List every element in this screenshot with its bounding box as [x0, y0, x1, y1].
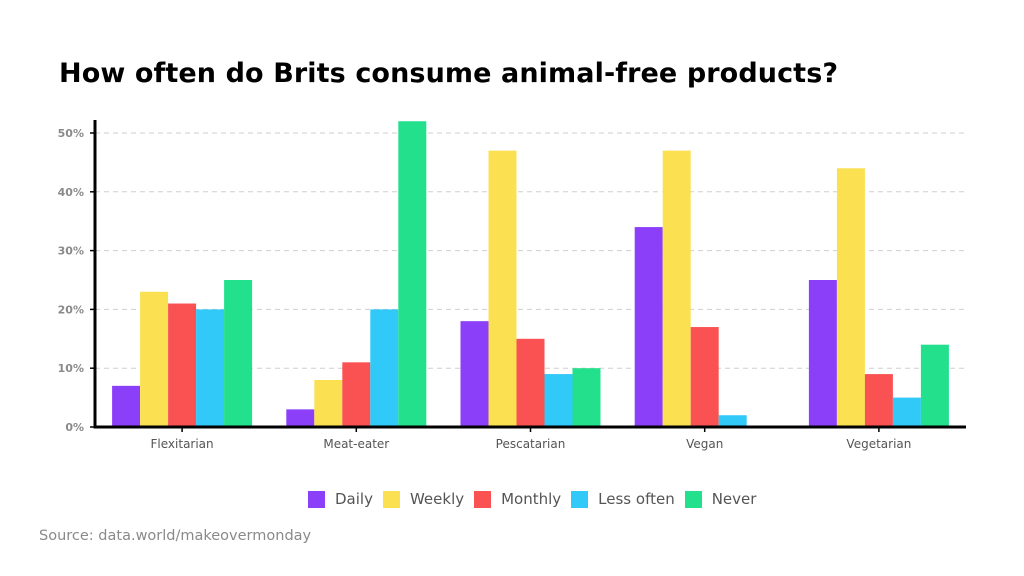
x-axis-category-labels: Flexitarian Meat-eater Pescatarian Vegan Veg… — [151, 437, 912, 451]
legend-swatch — [571, 490, 589, 508]
y-tick-label: 10% — [58, 362, 84, 375]
bar-weekly-meat-eater — [314, 379, 343, 427]
y-tick-label: 20% — [58, 303, 84, 316]
bar-monthly-pescatarian — [516, 338, 545, 427]
bar-never-meat-eater — [398, 121, 427, 428]
bar-less-often-pescatarian — [544, 374, 573, 427]
source-note: Source: data.world/makeovermonday — [39, 528, 312, 544]
bar-weekly-vegan — [662, 150, 691, 427]
x-tick-label: Pescatarian — [496, 437, 566, 451]
bar-chart: 0% 10% 20% 30% 40% 50% Flexitarian Meat-eater P… — [58, 120, 966, 451]
y-axis-tick-labels: 0% 10% 20% 30% 40% 50% — [58, 127, 84, 434]
legend-label: Daily — [335, 490, 373, 508]
bar-weekly-vegetarian — [836, 168, 865, 427]
legend-item-less-often: Less often — [571, 490, 675, 508]
legend-label: Never — [711, 490, 757, 508]
axes — [90, 120, 966, 432]
legend-swatch — [684, 490, 702, 508]
bar-never-flexitarian — [224, 280, 253, 427]
legend-item-weekly: Weekly — [382, 490, 465, 508]
x-tick-label: Flexitarian — [151, 437, 214, 451]
chart-title: How often do Brits consume animal-free p… — [59, 58, 839, 89]
bar-never-vegetarian — [920, 344, 949, 427]
bar-monthly-vegetarian — [864, 374, 893, 427]
legend-swatch — [382, 490, 400, 508]
legend-label: Monthly — [501, 490, 562, 508]
x-tick-label: Vegetarian — [846, 437, 911, 451]
bar-daily-meat-eater — [286, 409, 315, 427]
bar-weekly-pescatarian — [488, 150, 517, 427]
bar-less-often-vegetarian — [892, 397, 921, 427]
bar-daily-pescatarian — [460, 321, 489, 427]
legend-item-never: Never — [684, 490, 757, 508]
bar-monthly-flexitarian — [168, 303, 197, 427]
legend-swatch — [474, 490, 492, 508]
y-tick-label: 0% — [65, 421, 84, 434]
y-tick-label: 30% — [58, 245, 84, 258]
legend-item-monthly: Monthly — [474, 490, 561, 508]
y-tick-label: 40% — [58, 186, 84, 199]
legend-item-daily: Daily — [308, 490, 373, 508]
bar-daily-vegan — [634, 227, 663, 427]
legend-label: Weekly — [409, 490, 465, 508]
y-tick-label: 50% — [58, 127, 84, 140]
bar-less-often-meat-eater — [370, 309, 399, 427]
x-tick-label: Meat-eater — [323, 437, 389, 451]
bar-daily-vegetarian — [808, 280, 837, 427]
bar-less-often-vegan — [718, 415, 747, 427]
bar-weekly-flexitarian — [140, 291, 169, 427]
chart-legend: Daily Weekly Monthly Less often Never — [308, 490, 756, 508]
legend-label: Less often — [598, 490, 675, 508]
bars — [112, 121, 949, 428]
bar-never-pescatarian — [572, 368, 601, 427]
x-tick-label: Vegan — [686, 437, 723, 451]
bar-monthly-meat-eater — [342, 362, 371, 427]
bar-daily-flexitarian — [112, 385, 141, 427]
legend-swatch — [308, 490, 325, 508]
bar-monthly-vegan — [690, 327, 719, 427]
bar-less-often-flexitarian — [196, 309, 225, 427]
